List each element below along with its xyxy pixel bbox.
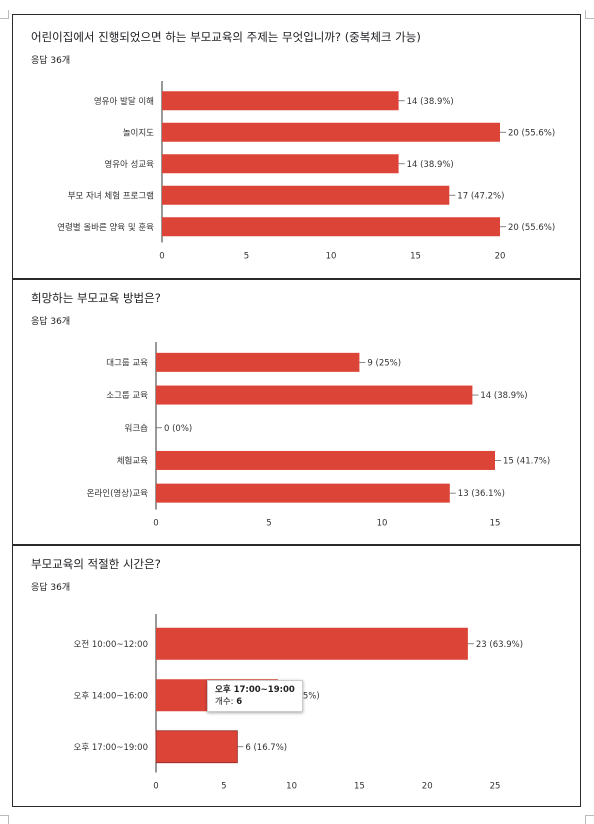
category-label: 대그룹 교육 (106, 358, 148, 368)
bar (162, 154, 399, 174)
response-count: 응답 36개 (31, 583, 71, 593)
tooltip-body: 개수: 6 (215, 696, 295, 708)
value-label: 13 (36.1%) (458, 489, 505, 499)
category-label: 연령별 올바른 양육 및 훈육 (57, 222, 154, 233)
crop-mark-bottom-right (585, 815, 594, 824)
category-label: 영유아 성교육 (104, 159, 154, 170)
category-label: 워크숍 (125, 424, 149, 434)
bar (156, 730, 238, 763)
category-label: 오후 14:00~16:00 (74, 691, 148, 701)
category-label: 부모 자녀 체험 프로그램 (68, 190, 154, 201)
bar-chart: 0 5 10 15 20 영유아 발달 이해 14 (38.9%) 놀이지도 20 (55.6%… (57, 81, 555, 262)
value-label: 14 (38.9%) (407, 97, 454, 107)
response-count: 응답 36개 (31, 56, 71, 66)
bar (156, 352, 360, 372)
value-label: 20 (55.6%) (508, 128, 555, 138)
x-tick-label: 15 (354, 782, 365, 792)
question-card-method: 희망하는 부모교육 방법은? 응답 36개 0 5 10 15 대그룹 교육 9 (25%… (12, 279, 581, 545)
question-card-topic: 어린이집에서 진행되었으면 하는 부모교육의 주제는 무엇입니까? (중복체크 … (12, 14, 581, 279)
bar-tooltip: 오후 17:00~19:00 개수: 6 (207, 680, 303, 712)
bar (156, 450, 495, 470)
category-label: 체험교육 (117, 455, 148, 466)
bar (156, 627, 468, 660)
x-tick-label: 0 (153, 519, 158, 529)
x-tick-label: 10 (286, 782, 297, 792)
x-tick-label: 5 (221, 782, 226, 792)
x-tick-label: 15 (410, 252, 421, 262)
value-label: 23 (63.9%) (476, 640, 523, 650)
bar (162, 91, 399, 111)
category-label: 소그룹 교육 (106, 391, 148, 401)
category-label: 영유아 발달 이해 (94, 96, 154, 107)
question-title: 희망하는 부모교육 방법은? (31, 291, 161, 305)
tooltip-title: 오후 17:00~19:00 (215, 685, 295, 695)
bar (162, 122, 500, 142)
value-label: 20 (55.6%) (508, 223, 555, 233)
crop-mark-top-right (585, 10, 594, 19)
x-tick-label: 5 (244, 252, 249, 262)
question-card-time: 부모교육의 적절한 시간은? 응답 36개 0 5 10 15 20 25 오전 10:00… (12, 545, 581, 807)
value-label: 15 (41.7%) (503, 456, 550, 466)
x-tick-label: 25 (490, 782, 501, 792)
tooltip-label: 개수: (215, 697, 237, 707)
value-label: 14 (38.9%) (480, 391, 527, 401)
bar (156, 483, 450, 503)
value-label: 17 (47.2%) (457, 191, 504, 201)
value-label: 6 (16.7%) (245, 743, 287, 753)
bar-chart: 0 5 10 15 대그룹 교육 9 (25%) 소그룹 교육 14 (38.9%) 워크숍 0 … (87, 342, 550, 529)
x-tick-label: 0 (153, 782, 158, 792)
bar-hover-outline (155, 730, 238, 764)
response-count: 응답 36개 (31, 317, 71, 327)
x-tick-label: 5 (266, 519, 271, 529)
x-tick-label: 20 (495, 252, 506, 262)
crop-mark-bottom-left (0, 815, 9, 824)
value-label: 14 (38.9%) (407, 160, 454, 170)
value-label: 9 (25%) (367, 358, 401, 368)
value-label: 9 (25%) (286, 691, 320, 701)
category-label: 오후 17:00~19:00 (74, 743, 148, 753)
x-tick-label: 15 (490, 519, 501, 529)
crop-mark-top-left (0, 10, 9, 19)
question-title: 어린이집에서 진행되었으면 하는 부모교육의 주제는 무엇입니까? (중복체크 … (31, 30, 421, 44)
x-tick-label: 0 (159, 252, 164, 262)
bar (156, 385, 473, 405)
x-tick-label: 10 (326, 252, 337, 262)
x-tick-label: 20 (422, 782, 433, 792)
bar (162, 217, 500, 237)
bar-chart: 0 5 10 15 20 25 오전 10:00~12:00 23 (63.9%) 오후 14:… (74, 614, 523, 792)
tooltip-value: 6 (236, 697, 243, 707)
category-label: 오전 10:00~12:00 (74, 639, 148, 650)
category-label: 온라인(영상)교육 (87, 488, 149, 499)
category-label: 놀이지도 (123, 127, 154, 138)
value-label: 0 (0%) (164, 424, 192, 434)
x-tick-label: 10 (377, 519, 388, 529)
question-title: 부모교육의 적절한 시간은? (31, 557, 161, 571)
bar (162, 185, 450, 205)
